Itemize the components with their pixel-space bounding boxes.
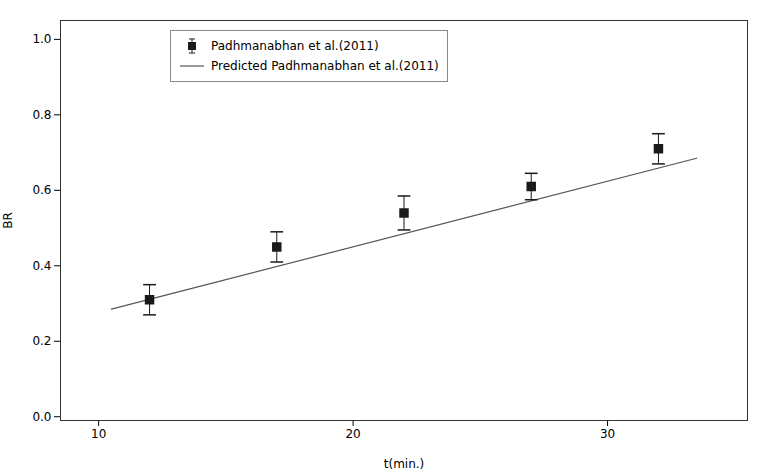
svg-text:0.6: 0.6 xyxy=(32,183,51,197)
html-text:Padhmanabhan et al.(2011): Padhmanabhan et al.(2011) xyxy=(211,39,379,53)
svg-text:0.8: 0.8 xyxy=(32,108,51,122)
html-text:Predicted Padhmanabhan et al.(: Predicted Padhmanabhan et al.(2011) xyxy=(211,59,439,73)
svg-text:0.2: 0.2 xyxy=(32,334,51,348)
svg-text:t(min.): t(min.) xyxy=(384,457,425,471)
svg-text:20: 20 xyxy=(345,427,360,441)
svg-text:10: 10 xyxy=(91,427,106,441)
svg-text:1.0: 1.0 xyxy=(32,32,51,46)
svg-text:0.0: 0.0 xyxy=(32,410,51,424)
svg-text:BR: BR xyxy=(1,212,15,229)
svg-text:30: 30 xyxy=(600,427,615,441)
svg-text:0.4: 0.4 xyxy=(32,259,51,273)
